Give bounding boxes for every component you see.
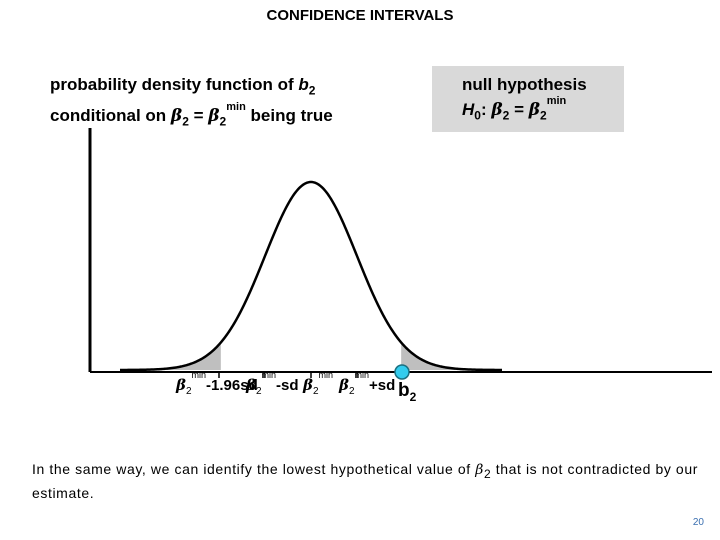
pdf-label-line1: probability density function of b2 <box>50 75 316 98</box>
tick-label-plus-sd: β2min+sd <box>339 370 396 397</box>
pdf-label-line2: conditional on β2 = β2min being true <box>50 101 333 129</box>
estimate-marker <box>394 364 410 380</box>
tick-label-minus-196sd: β2min-1.96sd <box>176 370 258 397</box>
tick-label-center: β2min <box>303 370 334 397</box>
estimate-label: b2 <box>398 380 417 404</box>
null-hypothesis-formula: H0: β2 = β2min <box>462 95 567 123</box>
null-hypothesis-label: null hypothesis H0: β2 = β2min <box>462 72 587 128</box>
tick-label-minus-sd: β2min-sd <box>246 370 299 397</box>
null-hypothesis-box <box>432 66 624 132</box>
caption-text: In the same way, we can identify the low… <box>32 461 698 501</box>
pdf-label: probability density function of b2 condi… <box>50 72 333 135</box>
page-number: 20 <box>692 517 704 528</box>
slide-title: CONFIDENCE INTERVALS <box>266 7 454 24</box>
null-hypothesis-heading: null hypothesis <box>462 75 587 94</box>
density-curve <box>119 180 503 372</box>
